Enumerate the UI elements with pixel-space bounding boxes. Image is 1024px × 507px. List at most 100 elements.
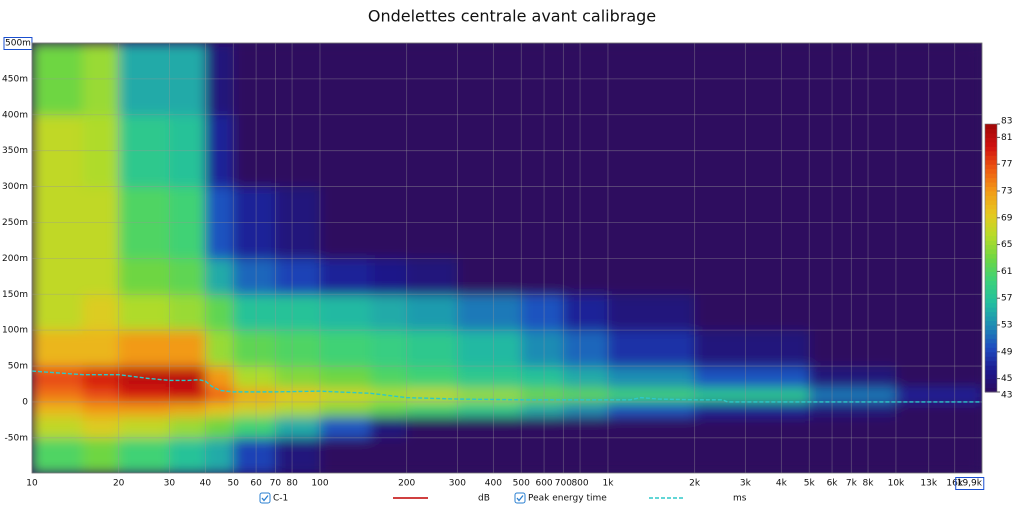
colorbar-label: 77 [1001,160,1012,170]
heat-cell [169,401,206,417]
colorbar-slice [985,347,997,353]
heat-cell [32,114,84,188]
x-tick-label: 700 [555,479,572,489]
heat-cell [169,114,206,188]
colorbar-label: 49 [1001,347,1013,357]
x-tick-label: 60 [250,479,262,489]
colorbar-slice [985,191,997,196]
heat-cell [205,330,234,367]
heat-cell [521,43,564,116]
heat-cell [319,387,372,403]
colorbar-slice [985,137,997,143]
colorbar-slice [985,253,997,259]
heat-cell [233,114,276,188]
heat-cell [319,366,372,389]
colorbar-slice [985,307,997,313]
legend: C-1 dB Peak energy time ms [259,492,747,504]
heat-cell [694,330,810,367]
heat-cell [275,330,321,367]
x-tick-label: 100 [311,479,328,489]
colorbar-slice [985,182,997,188]
heat-cell [205,416,234,439]
heat-cell [895,366,982,389]
colorbar-label: 83 [1001,117,1012,127]
heat-cell [275,437,321,473]
heat-cell [563,258,609,295]
heat-cell [118,387,170,403]
heat-cell [607,416,696,439]
heat-cell [233,366,276,389]
heat-cell [563,330,609,367]
heat-cell [563,437,609,473]
heat-cell [457,43,522,116]
heat-cell [32,437,84,473]
heat-cell [406,330,458,367]
heat-cell [809,258,897,295]
legend-check [516,495,524,502]
colorbar-slice [985,222,997,228]
colorbar-label: 45 [1001,374,1012,384]
heat-cell [319,186,372,259]
heat-cell [895,387,982,403]
y-tick-label: -50m [5,433,28,443]
legend-checkbox[interactable] [514,492,526,504]
heat-cell [118,294,170,331]
heat-cell [895,294,982,331]
x-tick-label: 500 [513,479,530,489]
heatmap [32,43,982,473]
heat-cell [370,294,408,331]
heat-cell [319,294,372,331]
heat-cell [406,294,458,331]
heat-cell [809,330,897,367]
heat-cell [319,437,372,473]
heat-cell [275,366,321,389]
colorbar-slice [985,320,997,326]
heat-cell [694,43,810,116]
x-tick-label: 6k [827,479,839,489]
heat-cell [370,258,408,295]
heat-cell [895,258,982,295]
colorbar-label: 61 [1001,267,1012,277]
lines [32,370,982,403]
colorbar-slice [985,329,997,335]
heat-cell [370,43,408,116]
y-tick-label: 400m [2,110,28,120]
colorbar-label: 69 [1001,213,1013,223]
heat-cell [233,186,276,259]
heat-cell [370,416,408,439]
heat-cell [895,437,982,473]
legend-checkbox[interactable] [259,492,271,504]
heat-cell [406,416,458,439]
heat-cell [521,330,564,367]
heat-cell [809,387,897,403]
heat-cell [406,186,458,259]
colorbar-slice [985,204,997,210]
x-tick-label: 50 [228,479,240,489]
heat-cell [205,387,234,403]
heat-cell [82,437,120,473]
heat-cell [809,401,897,417]
colorbar-slice [985,369,997,375]
heat-cell [319,43,372,116]
heat-cell [169,186,206,259]
heat-cell [694,186,810,259]
x-tick-label: 2k [689,479,701,489]
colorbar-slice [985,325,997,330]
heat-cell [370,401,408,417]
colorbar-slice [985,289,997,295]
colorbar-slice [985,235,997,241]
colorbar-slice [985,244,997,250]
colorbar-slice [985,150,997,156]
heat-cell [607,43,696,116]
heat-cell [233,387,276,403]
colorbar-label: 81 [1001,133,1012,143]
colorbar-slice [985,231,997,237]
colorbar-slice [985,141,997,147]
heat-cell [521,437,564,473]
heat-cell [82,186,120,259]
y-tick-label: 150m [2,290,28,300]
heat-cell [521,401,564,417]
colorbar-slice [985,387,997,393]
heat-cell [521,416,564,439]
